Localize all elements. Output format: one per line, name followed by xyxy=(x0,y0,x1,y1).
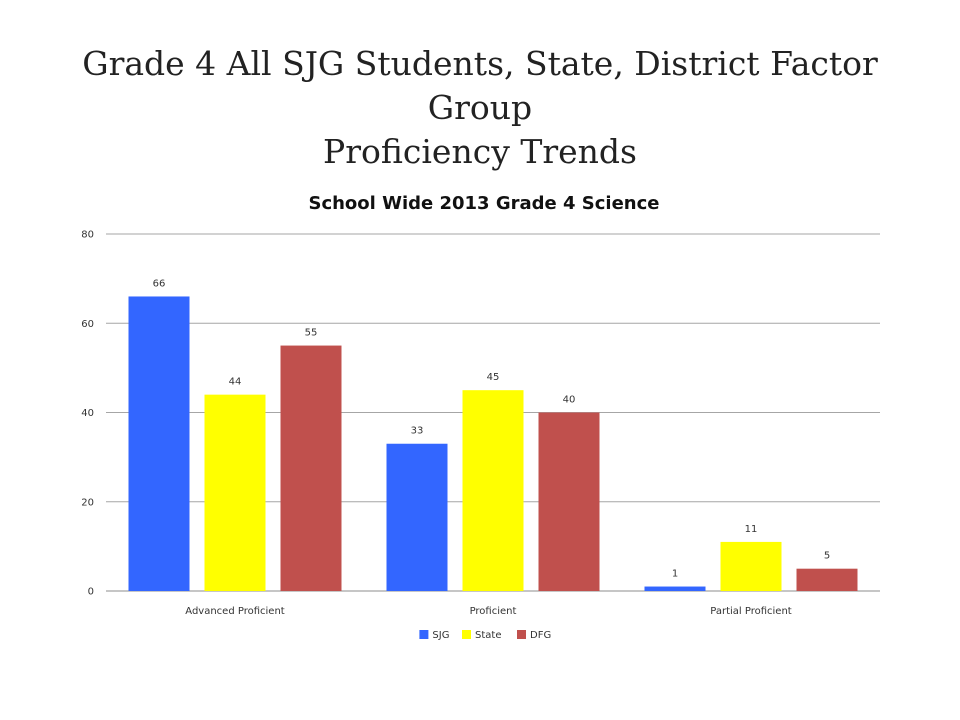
y-axis: 0 20 40 60 80 xyxy=(81,230,94,598)
y-tick-label: 20 xyxy=(81,497,94,508)
y-tick-label: 0 xyxy=(88,587,94,598)
x-tick-label: Proficient xyxy=(470,606,517,617)
data-label-state-proficient: 45 xyxy=(487,372,500,383)
slide-title-line-1: Grade 4 All SJG Students, State, Distric… xyxy=(82,44,878,127)
legend-swatch-dfg xyxy=(517,630,526,639)
data-label-dfg-partial-proficient: 5 xyxy=(824,551,830,562)
bar-sjg-proficient xyxy=(386,443,448,591)
legend-label-dfg: DFG xyxy=(530,630,551,641)
slide-title-line-2: Proficiency Trends xyxy=(323,132,637,171)
bars xyxy=(128,296,858,591)
data-label-dfg-advanced-proficient: 55 xyxy=(305,328,318,339)
legend-swatch-state xyxy=(462,630,471,639)
x-tick-label: Advanced Proficient xyxy=(185,606,285,617)
y-tick-label: 60 xyxy=(81,319,94,330)
y-tick-label: 40 xyxy=(81,408,94,419)
legend: SJG State DFG xyxy=(419,630,551,641)
legend-swatch-sjg xyxy=(419,630,429,639)
data-label-sjg-proficient: 33 xyxy=(411,426,424,437)
data-label-state-advanced-proficient: 44 xyxy=(229,377,242,388)
data-label-state-partial-proficient: 11 xyxy=(745,524,758,535)
bar-state-advanced-proficient xyxy=(204,394,266,591)
x-tick-label: Partial Proficient xyxy=(710,606,792,617)
data-label-sjg-advanced-proficient: 66 xyxy=(153,278,166,289)
bar-dfg-partial-proficient xyxy=(796,568,858,591)
bar-dfg-advanced-proficient xyxy=(280,345,342,591)
bar-dfg-proficient xyxy=(538,412,600,591)
bar-state-proficient xyxy=(462,390,524,591)
legend-label-sjg: SJG xyxy=(432,630,449,641)
bar-sjg-partial-proficient xyxy=(644,586,706,591)
bar-sjg-advanced-proficient xyxy=(128,296,190,591)
slide-title: Grade 4 All SJG Students, State, Distric… xyxy=(40,42,920,174)
x-axis: Advanced Proficient Proficient Partial Pro… xyxy=(185,606,792,617)
bar-state-partial-proficient xyxy=(720,541,782,591)
data-label-sjg-partial-proficient: 1 xyxy=(672,569,678,580)
y-tick-label: 80 xyxy=(81,230,94,241)
data-label-dfg-proficient: 40 xyxy=(563,395,576,406)
chart-title: School Wide 2013 Grade 4 Science xyxy=(308,193,659,214)
legend-label-state: State xyxy=(475,630,501,641)
